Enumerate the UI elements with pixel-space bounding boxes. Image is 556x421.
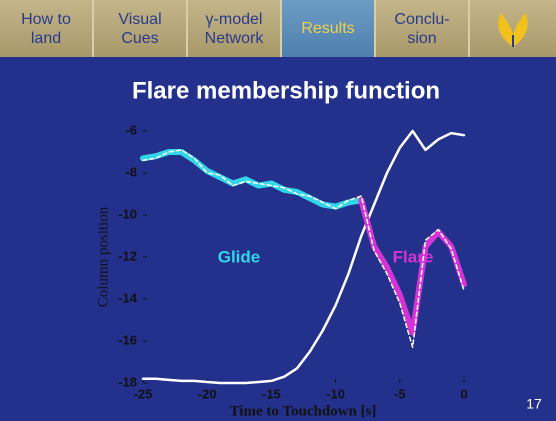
x-tick-label: -15 [262, 386, 281, 401]
slide: How to land Visual Cues γ-model Network … [0, 0, 556, 421]
x-tick-label: -20 [198, 386, 217, 401]
logo-icon [491, 7, 535, 51]
nav-tab[interactable]: Visual Cues [94, 0, 188, 57]
series-label: Glide [218, 247, 261, 266]
y-tick-label: -6 [125, 122, 137, 137]
x-axis-label: Time to Touchdown [s] [230, 403, 377, 419]
x-tick-label: -25 [134, 386, 153, 401]
y-tick-label: -12 [118, 248, 137, 263]
line-series [143, 152, 361, 207]
y-tick-label: -8 [125, 164, 137, 179]
nav-tab[interactable]: How to land [0, 0, 94, 57]
nav-tab[interactable]: Conclu- sion [376, 0, 470, 57]
y-tick-label: -16 [118, 332, 137, 347]
chart: Flare membership function Time to Touchd… [0, 57, 556, 421]
series-label: Flare [393, 247, 434, 266]
y-axis-label: Column position [95, 206, 111, 307]
nav-tab[interactable]: Results [282, 0, 376, 57]
nav-tab[interactable]: γ-model Network [188, 0, 282, 57]
y-tick-label: -14 [118, 290, 138, 305]
chart-title: Flare membership function [132, 77, 440, 104]
y-tick-label: -10 [118, 206, 137, 221]
slide-number: 17 [526, 396, 542, 412]
x-tick-label: 0 [460, 386, 467, 401]
nav-bar: How to land Visual Cues γ-model Network … [0, 0, 556, 57]
x-tick-label: -10 [326, 386, 345, 401]
x-tick-label: -5 [394, 386, 406, 401]
logo [470, 0, 556, 57]
